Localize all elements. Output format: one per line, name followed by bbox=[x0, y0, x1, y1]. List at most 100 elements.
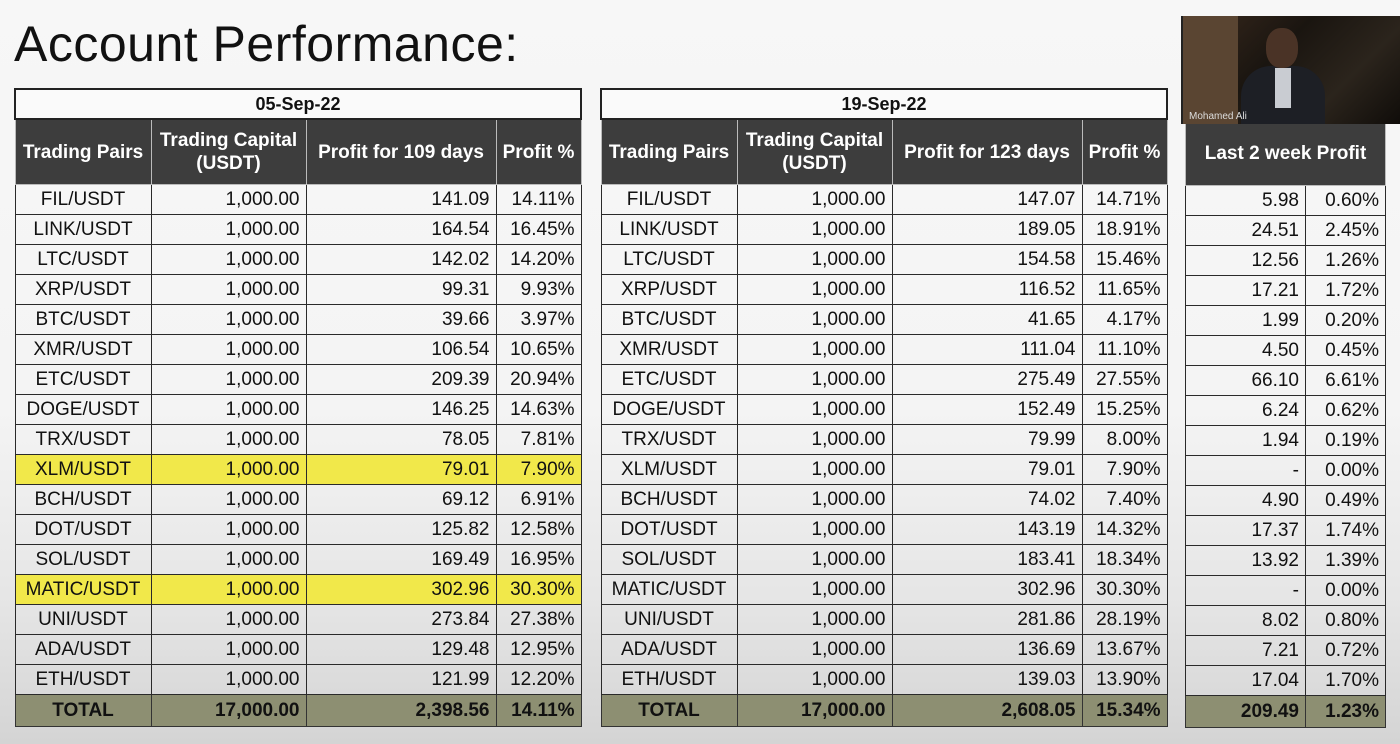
trading-pair-cell: DOT/USDT bbox=[600, 514, 738, 545]
two-week-profit-cell: 24.51 bbox=[1185, 215, 1306, 246]
presenter-name: Mohamed Ali bbox=[1189, 111, 1247, 122]
two-week-pct-cell: 2.45% bbox=[1305, 215, 1386, 246]
two-week-pct-cell: 0.80% bbox=[1305, 605, 1386, 636]
table-row: DOGE/USDT 1,000.00 146.25 14.63% bbox=[14, 394, 582, 425]
profit-cell: 74.02 bbox=[891, 484, 1083, 515]
profit-cell: 79.99 bbox=[891, 424, 1083, 455]
two-week-profit-cell: 1.99 bbox=[1185, 305, 1306, 336]
two-week-profit-cell: 4.50 bbox=[1185, 335, 1306, 366]
profit-pct-cell: 18.34% bbox=[1081, 544, 1168, 575]
two-week-pct-cell: 0.62% bbox=[1305, 395, 1386, 426]
profit-pct-cell: 7.90% bbox=[1081, 454, 1168, 485]
trading-capital-cell: 1,000.00 bbox=[736, 394, 893, 425]
two-week-pct-cell: 1.72% bbox=[1305, 275, 1386, 306]
table-row: 13.92 1.39% bbox=[1185, 545, 1386, 576]
profit-pct-cell: 18.91% bbox=[1081, 214, 1168, 245]
table-row: LINK/USDT 1,000.00 164.54 16.45% bbox=[14, 214, 582, 245]
profit-pct-cell: 13.67% bbox=[1081, 634, 1168, 665]
two-week-profit-cell: 4.90 bbox=[1185, 485, 1306, 516]
profit-cell: 69.12 bbox=[305, 484, 497, 515]
table-row: SOL/USDT 1,000.00 169.49 16.95% bbox=[14, 544, 582, 575]
profit-cell: 209.39 bbox=[305, 364, 497, 395]
trading-pair-cell: DOGE/USDT bbox=[600, 394, 738, 425]
two-week-pct-cell: 0.00% bbox=[1305, 575, 1386, 606]
trading-capital-cell: 1,000.00 bbox=[150, 184, 307, 215]
trading-capital-cell: 1,000.00 bbox=[736, 574, 893, 605]
col-header-trading-capital: Trading Capital (USDT) bbox=[736, 118, 893, 185]
profit-pct-cell: 7.40% bbox=[1081, 484, 1168, 515]
profit-cell: 142.02 bbox=[305, 244, 497, 275]
trading-capital-cell: 1,000.00 bbox=[150, 214, 307, 245]
two-week-profit-cell: 6.24 bbox=[1185, 395, 1306, 426]
profit-pct-cell: 7.90% bbox=[495, 454, 582, 485]
table-row: ETH/USDT 1,000.00 121.99 12.20% bbox=[14, 664, 582, 695]
two-week-profit-cell: 13.92 bbox=[1185, 545, 1306, 576]
table-row: XMR/USDT 1,000.00 106.54 10.65% bbox=[14, 334, 582, 365]
two-week-pct-cell: 1.26% bbox=[1305, 245, 1386, 276]
trading-capital-cell: 1,000.00 bbox=[736, 484, 893, 515]
table-row: BTC/USDT 1,000.00 41.65 4.17% bbox=[600, 304, 1168, 335]
table-row: TRX/USDT 1,000.00 79.99 8.00% bbox=[600, 424, 1168, 455]
profit-pct-cell: 15.46% bbox=[1081, 244, 1168, 275]
trading-capital-cell: 1,000.00 bbox=[150, 424, 307, 455]
profit-pct-cell: 11.10% bbox=[1081, 334, 1168, 365]
trading-capital-cell: 1,000.00 bbox=[150, 334, 307, 365]
trading-pair-cell: XMR/USDT bbox=[14, 334, 152, 365]
trading-capital-cell: 1,000.00 bbox=[736, 214, 893, 245]
trading-capital-cell: 1,000.00 bbox=[736, 424, 893, 455]
profit-pct-cell: 14.71% bbox=[1081, 184, 1168, 215]
profit-pct-cell: 7.81% bbox=[495, 424, 582, 455]
profit-cell: 146.25 bbox=[305, 394, 497, 425]
trading-pair-cell: TRX/USDT bbox=[14, 424, 152, 455]
performance-table-05-sep: 05-Sep-22 Trading Pairs Trading Capital … bbox=[13, 88, 583, 727]
profit-cell: 79.01 bbox=[305, 454, 497, 485]
trading-pair-cell: LINK/USDT bbox=[14, 214, 152, 245]
performance-table-19-sep: 19-Sep-22 Trading Pairs Trading Capital … bbox=[599, 88, 1169, 727]
table-row: 24.51 2.45% bbox=[1185, 215, 1386, 246]
trading-pair-cell: TRX/USDT bbox=[600, 424, 738, 455]
trading-capital-cell: 1,000.00 bbox=[736, 184, 893, 215]
two-week-pct-cell: 0.60% bbox=[1305, 185, 1386, 216]
presenter-head bbox=[1266, 28, 1298, 68]
table-row: 1.94 0.19% bbox=[1185, 425, 1386, 456]
table-date: 05-Sep-22 bbox=[13, 88, 583, 120]
profit-pct-cell: 14.63% bbox=[495, 394, 582, 425]
profit-pct-cell: 16.45% bbox=[495, 214, 582, 245]
profit-cell: 116.52 bbox=[891, 274, 1083, 305]
two-week-profit-cell: 17.37 bbox=[1185, 515, 1306, 546]
profit-cell: 169.49 bbox=[305, 544, 497, 575]
profit-pct-cell: 15.25% bbox=[1081, 394, 1168, 425]
profit-pct-cell: 16.95% bbox=[495, 544, 582, 575]
profit-pct-cell: 12.95% bbox=[495, 634, 582, 665]
col-header-last-2-week-profit: Last 2 week Profit bbox=[1185, 120, 1386, 186]
table-row: ADA/USDT 1,000.00 129.48 12.95% bbox=[14, 634, 582, 665]
table-row: 1.99 0.20% bbox=[1185, 305, 1386, 336]
profit-pct-cell: 4.17% bbox=[1081, 304, 1168, 335]
total-capital: 17,000.00 bbox=[150, 694, 307, 727]
trading-pair-cell: BCH/USDT bbox=[600, 484, 738, 515]
trading-capital-cell: 1,000.00 bbox=[150, 574, 307, 605]
two-week-profit-cell: 17.04 bbox=[1185, 665, 1306, 696]
trading-pair-cell: XRP/USDT bbox=[14, 274, 152, 305]
table-row: XLM/USDT 1,000.00 79.01 7.90% bbox=[14, 454, 582, 485]
table-row: BCH/USDT 1,000.00 74.02 7.40% bbox=[600, 484, 1168, 515]
trading-capital-cell: 1,000.00 bbox=[150, 364, 307, 395]
two-week-pct-cell: 0.72% bbox=[1305, 635, 1386, 666]
trading-capital-cell: 1,000.00 bbox=[150, 514, 307, 545]
profit-cell: 136.69 bbox=[891, 634, 1083, 665]
table-row: -0.00% bbox=[1185, 575, 1386, 606]
table-row: MATIC/USDT 1,000.00 302.96 30.30% bbox=[14, 574, 582, 605]
two-week-pct-cell: 1.39% bbox=[1305, 545, 1386, 576]
profit-cell: 121.99 bbox=[305, 664, 497, 695]
trading-pair-cell: ADA/USDT bbox=[14, 634, 152, 665]
profit-cell: 273.84 bbox=[305, 604, 497, 635]
trading-capital-cell: 1,000.00 bbox=[736, 604, 893, 635]
trading-capital-cell: 1,000.00 bbox=[736, 544, 893, 575]
trading-capital-cell: 1,000.00 bbox=[736, 634, 893, 665]
trading-capital-cell: 1,000.00 bbox=[150, 544, 307, 575]
table-row: 6.24 0.62% bbox=[1185, 395, 1386, 426]
table-row: 4.50 0.45% bbox=[1185, 335, 1386, 366]
trading-capital-cell: 1,000.00 bbox=[736, 454, 893, 485]
table-row: 17.21 1.72% bbox=[1185, 275, 1386, 306]
profit-cell: 302.96 bbox=[305, 574, 497, 605]
